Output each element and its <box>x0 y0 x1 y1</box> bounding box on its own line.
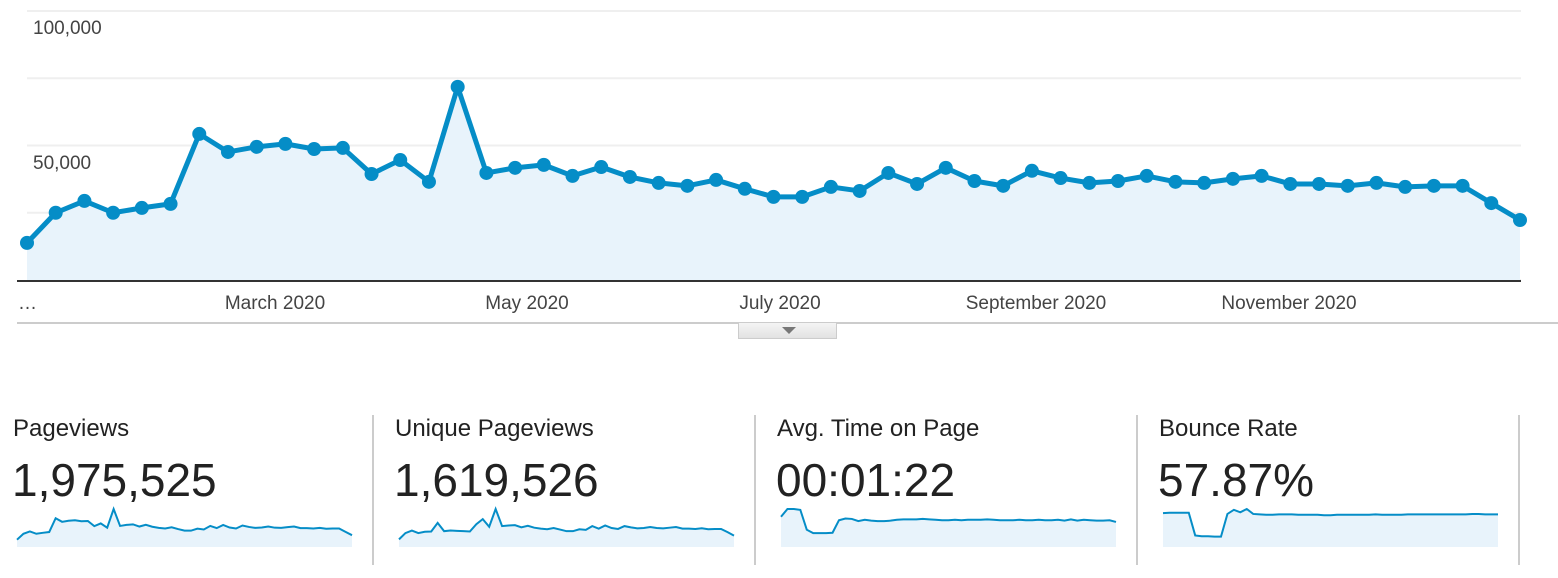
sparkline-fill <box>399 509 734 547</box>
data-point <box>1340 178 1355 193</box>
metric-pageviews[interactable]: Pageviews 1,975,525 <box>0 415 360 565</box>
data-point <box>766 189 781 204</box>
data-point <box>20 235 34 250</box>
data-point <box>565 168 580 183</box>
data-point <box>220 144 235 159</box>
data-point <box>278 136 293 151</box>
x-tick-label: September 2020 <box>966 293 1107 314</box>
divider <box>1518 415 1520 565</box>
data-point <box>536 157 551 172</box>
metric-label: Avg. Time on Page <box>777 415 980 442</box>
metric-value: 1,975,525 <box>12 454 217 506</box>
data-point <box>77 193 92 208</box>
triangle-down-icon <box>782 327 796 334</box>
data-point <box>1455 178 1470 193</box>
x-tick-label: May 2020 <box>485 293 568 314</box>
metric-value: 1,619,526 <box>394 454 599 506</box>
data-point <box>938 160 953 175</box>
x-tick-label: March 2020 <box>225 293 325 314</box>
chart-collapse-toggle[interactable] <box>738 323 837 339</box>
metric-bounce-rate[interactable]: Bounce Rate 57.87% <box>1146 415 1506 565</box>
data-point <box>249 139 264 154</box>
data-point <box>594 160 609 175</box>
data-point <box>1369 175 1384 190</box>
data-point <box>1254 168 1269 183</box>
data-point <box>651 175 666 190</box>
metric-unique-pageviews[interactable]: Unique Pageviews 1,619,526 <box>382 415 742 565</box>
data-point <box>421 174 436 189</box>
data-point <box>737 181 752 196</box>
data-point <box>134 200 149 215</box>
data-point <box>1398 179 1413 194</box>
data-point <box>1513 213 1527 228</box>
data-point <box>106 205 121 220</box>
data-point <box>307 141 322 156</box>
data-point <box>709 172 724 187</box>
y-tick-label: 50,000 <box>33 153 91 174</box>
data-point <box>1312 176 1327 191</box>
data-point <box>335 140 350 155</box>
sparkline <box>16 506 353 547</box>
data-point <box>622 169 637 184</box>
data-point <box>192 126 207 141</box>
sparkline <box>1162 507 1498 547</box>
data-point <box>996 178 1011 193</box>
area-fill <box>27 86 1520 280</box>
sparkline-line <box>1162 507 1498 538</box>
data-point <box>1426 178 1441 193</box>
data-point <box>1082 175 1097 190</box>
metric-label: Bounce Rate <box>1159 415 1298 442</box>
data-point <box>967 174 982 189</box>
data-point <box>1225 171 1240 186</box>
data-point <box>910 176 925 191</box>
sparkline-line <box>780 508 1117 535</box>
data-point <box>881 165 896 180</box>
data-point <box>1139 168 1154 183</box>
sparkline <box>398 506 735 547</box>
metric-avg-time-on-page[interactable]: Avg. Time on Page 00:01:22 <box>764 415 1124 565</box>
data-point <box>450 79 465 94</box>
sparkline-fill <box>1163 509 1498 547</box>
y-tick-label: 100,000 <box>33 18 102 39</box>
data-point <box>163 196 178 211</box>
data-point <box>48 205 63 220</box>
data-point <box>508 160 523 175</box>
data-point <box>1053 171 1068 186</box>
sparkline-fill <box>17 509 352 547</box>
sparkline-line <box>16 506 353 541</box>
data-point <box>1484 196 1499 211</box>
data-point <box>393 153 408 168</box>
data-point <box>823 179 838 194</box>
data-point <box>852 183 867 198</box>
divider <box>372 415 374 565</box>
data-point <box>1283 176 1298 191</box>
x-tick-label: … <box>18 293 37 314</box>
data-point <box>795 189 810 204</box>
divider <box>754 415 756 565</box>
data-point <box>479 165 494 180</box>
metric-value: 00:01:22 <box>776 454 956 506</box>
x-tick-label: November 2020 <box>1221 293 1356 314</box>
metric-value: 57.87% <box>1158 454 1315 506</box>
sparkline-line <box>398 506 735 541</box>
main-line-chart: 100,000 50,000 … March 2020 May 2020 July 202… <box>17 10 1558 324</box>
data-point <box>680 178 695 193</box>
metric-label: Unique Pageviews <box>395 415 594 442</box>
data-point <box>1111 174 1126 189</box>
data-point <box>1168 174 1183 189</box>
data-point <box>364 167 379 182</box>
x-tick-label: July 2020 <box>739 293 820 314</box>
divider <box>1136 415 1138 565</box>
sparkline-fill <box>781 509 1116 547</box>
sparkline <box>780 508 1117 547</box>
data-point <box>1024 163 1039 178</box>
metric-label: Pageviews <box>13 415 130 442</box>
data-point <box>1197 175 1212 190</box>
